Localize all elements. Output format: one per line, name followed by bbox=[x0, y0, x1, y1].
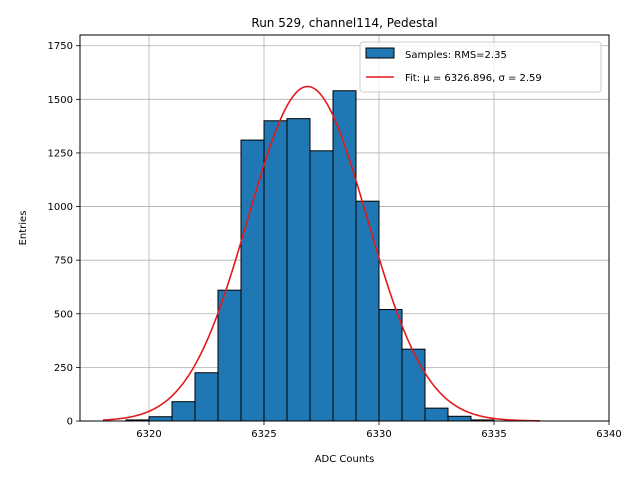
gaussian-fit-curve bbox=[102, 85, 541, 422]
y-tick-label: 0 bbox=[67, 417, 73, 428]
histogram-bar bbox=[447, 415, 472, 422]
legend-histogram-label: Samples: RMS=2.35 bbox=[405, 50, 507, 61]
histogram-bar bbox=[401, 348, 426, 422]
histogram-bar bbox=[263, 120, 288, 422]
x-tick-label: 6330 bbox=[366, 429, 391, 440]
x-tick-label: 6325 bbox=[251, 429, 276, 440]
x-tick-label: 6340 bbox=[596, 429, 621, 440]
histogram-bars bbox=[125, 90, 495, 422]
histogram-bar bbox=[424, 407, 449, 422]
y-tick-label: 1250 bbox=[48, 148, 73, 159]
x-tick-label: 6320 bbox=[136, 429, 161, 440]
histogram-bar bbox=[148, 416, 173, 422]
y-tick-label: 500 bbox=[54, 309, 73, 320]
histogram-bar bbox=[332, 90, 357, 422]
histogram-bar bbox=[194, 372, 219, 422]
y-tick-label: 1750 bbox=[48, 41, 73, 52]
histogram-bar bbox=[286, 118, 311, 422]
x-tick-label: 6335 bbox=[481, 429, 506, 440]
chart-title: Run 529, channel114, Pedestal bbox=[251, 16, 437, 30]
y-axis-title: Entries bbox=[18, 211, 29, 246]
histogram-bar bbox=[171, 401, 196, 422]
legend-box bbox=[359, 41, 602, 93]
histogram-bar bbox=[240, 139, 265, 422]
y-tick-label: 1000 bbox=[48, 202, 73, 213]
legend-histogram-swatch bbox=[365, 47, 395, 59]
legend-fit-label: Fit: μ = 6326.896, σ = 2.59 bbox=[405, 73, 542, 84]
histogram-bar bbox=[378, 308, 403, 422]
histogram-bar bbox=[309, 150, 334, 422]
y-tick-label: 1500 bbox=[48, 95, 73, 106]
y-tick-label: 250 bbox=[54, 363, 73, 374]
fit-curve-layer bbox=[102, 85, 541, 422]
histogram-bar bbox=[217, 289, 242, 422]
x-axis-ticks: 6320 6325 6330 6335 6340 bbox=[136, 421, 622, 440]
y-tick-label: 750 bbox=[54, 256, 73, 267]
plot-frame bbox=[79, 34, 610, 422]
x-axis-title: ADC Counts bbox=[315, 454, 375, 465]
y-axis-ticks: 0 250 500 750 1000 1250 1500 1750 bbox=[48, 41, 80, 428]
histogram-bar bbox=[355, 200, 380, 422]
legend: Samples: RMS=2.35 Fit: μ = 6326.896, σ =… bbox=[359, 41, 602, 93]
